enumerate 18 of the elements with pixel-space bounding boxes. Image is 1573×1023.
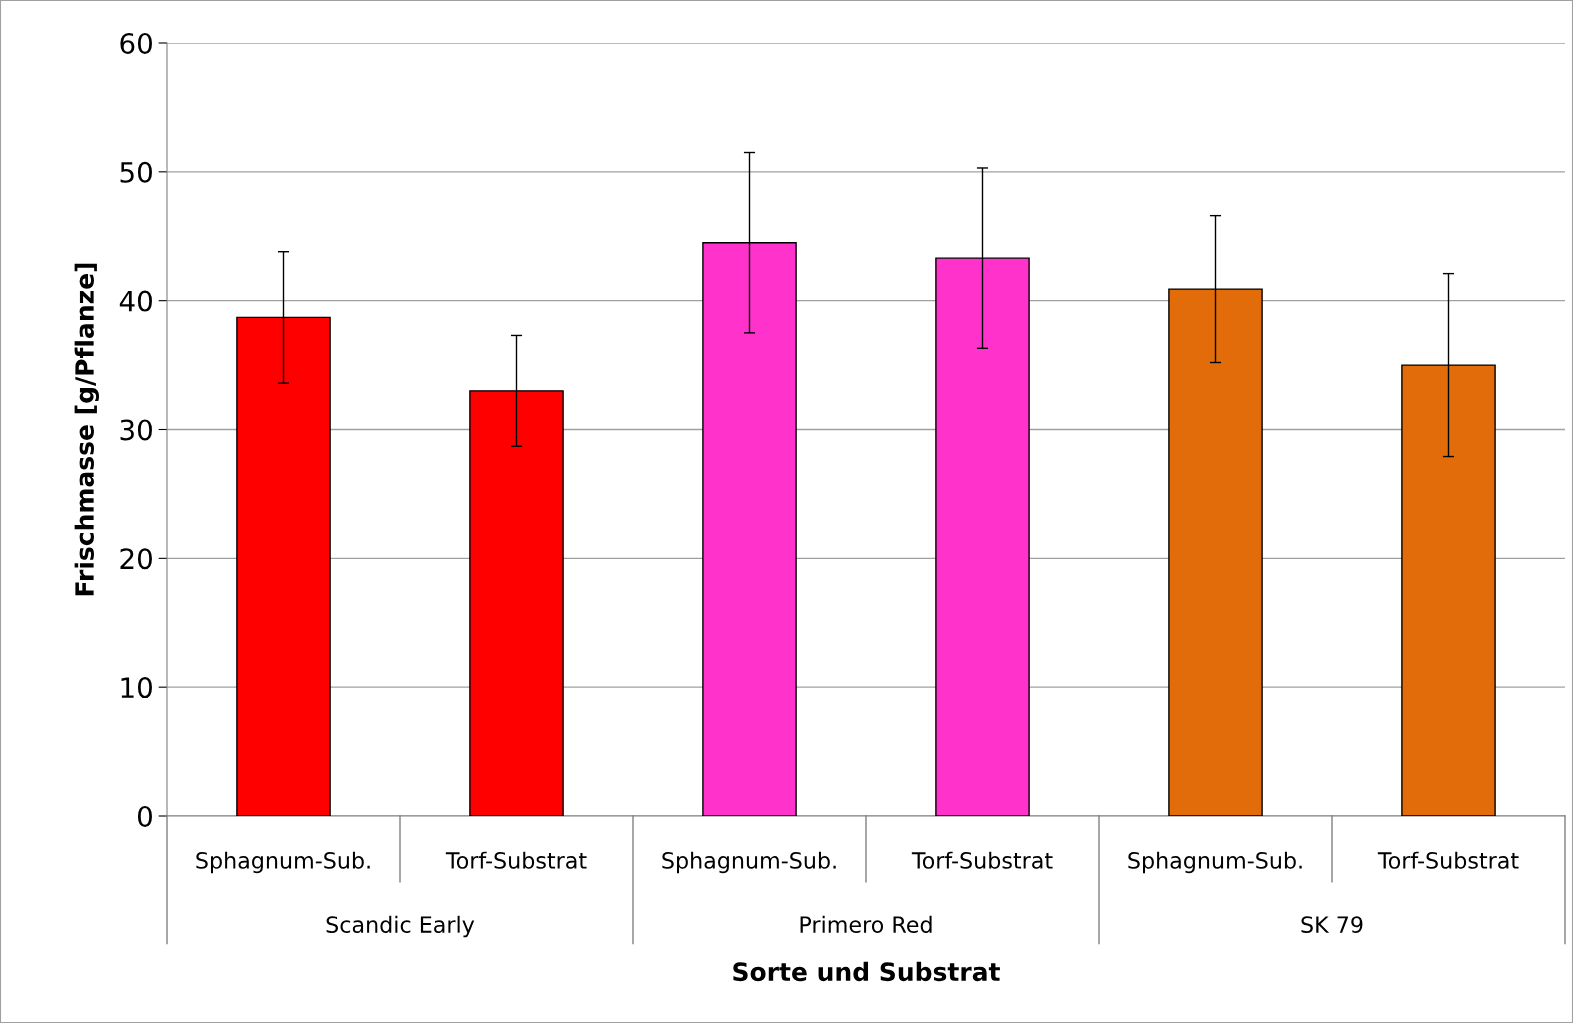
y-axis-title: Frischmasse [g/Pflanze] [74,263,100,596]
text: SK 79 [1301,916,1363,933]
x-tick-label: Sphagnum-Sub. [1128,851,1302,874]
y-tick-label: 20 [120,548,152,570]
y-tick-label: 40 [119,290,152,312]
x-tick-label: Torf-Substrat [1377,851,1519,869]
x-tick-label: Torf-Substrat [911,851,1053,869]
y-tick-label: 30 [120,419,152,441]
y-tick-label: 60 [120,32,152,54]
y-tick-label: 50 [120,161,152,183]
x-tick-label: Sphagnum-Sub. [662,851,836,874]
x-tick-label: Torf-Substrat [445,851,587,869]
x-tick-label: Sphagnum-Sub. [196,851,370,874]
y-tick-label: 0 [137,805,152,827]
text: Primero Red [800,915,932,933]
y-tick-label: 10 [121,677,152,699]
x-axis-title: Sorte und Substrat [733,961,1000,982]
text: Scandic Early [326,915,475,938]
